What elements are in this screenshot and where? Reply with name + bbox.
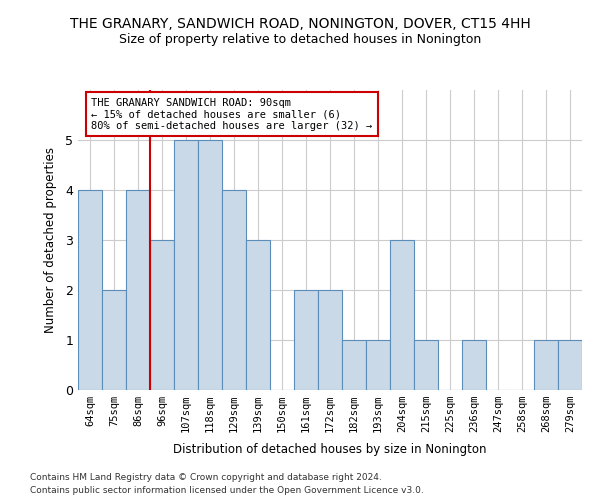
Bar (318, 290, 342, 390)
Text: THE GRANARY, SANDWICH ROAD, NONINGTON, DOVER, CT15 4HH: THE GRANARY, SANDWICH ROAD, NONINGTON, D… (70, 18, 530, 32)
Text: Distribution of detached houses by size in Nonington: Distribution of detached houses by size … (173, 442, 487, 456)
Bar (174, 140, 198, 390)
Bar (198, 140, 222, 390)
Y-axis label: Number of detached properties: Number of detached properties (44, 147, 57, 333)
Text: Contains public sector information licensed under the Open Government Licence v3: Contains public sector information licen… (30, 486, 424, 495)
Bar (390, 240, 414, 390)
Bar (534, 340, 558, 390)
Bar (222, 190, 246, 390)
Bar (150, 240, 174, 390)
Bar (102, 290, 126, 390)
Bar (366, 340, 390, 390)
Bar (414, 340, 438, 390)
Text: Size of property relative to detached houses in Nonington: Size of property relative to detached ho… (119, 32, 481, 46)
Text: Contains HM Land Registry data © Crown copyright and database right 2024.: Contains HM Land Registry data © Crown c… (30, 472, 382, 482)
Bar (126, 190, 150, 390)
Text: THE GRANARY SANDWICH ROAD: 90sqm
← 15% of detached houses are smaller (6)
80% of: THE GRANARY SANDWICH ROAD: 90sqm ← 15% o… (91, 98, 373, 130)
Bar (78, 190, 102, 390)
Bar (294, 290, 318, 390)
Bar (462, 340, 486, 390)
Bar (246, 240, 270, 390)
Bar (342, 340, 366, 390)
Bar (558, 340, 582, 390)
